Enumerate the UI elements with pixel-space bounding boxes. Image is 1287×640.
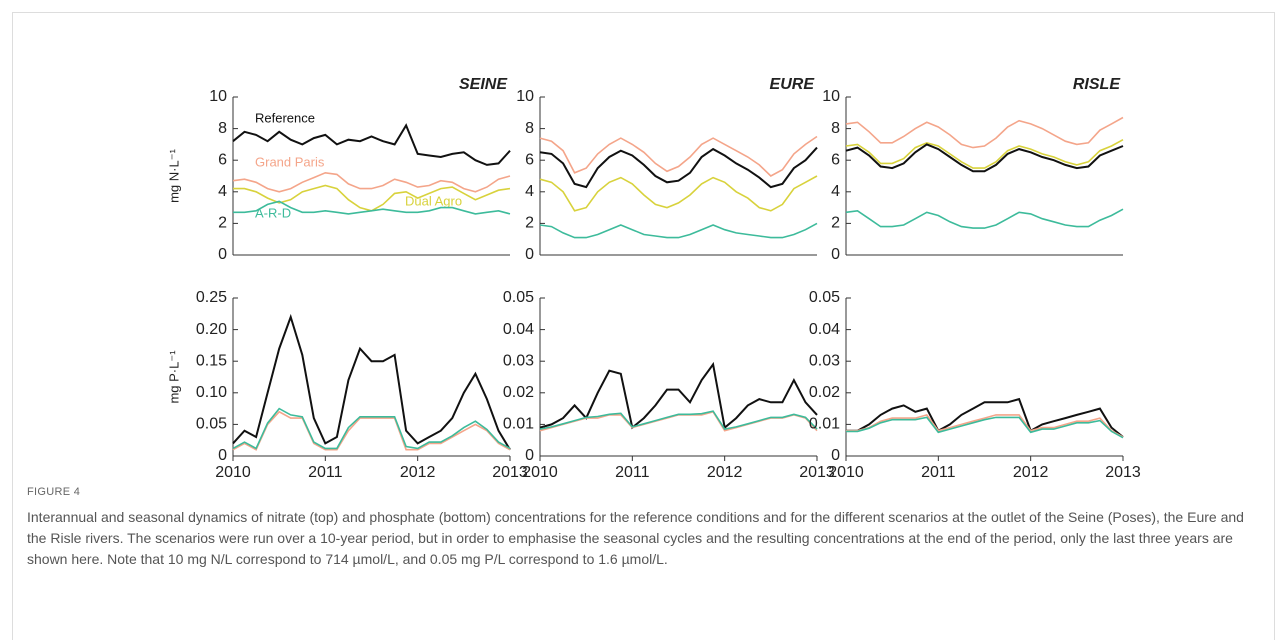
x-tick-label: 2010 (215, 464, 251, 480)
y-tick-label: 8 (831, 120, 840, 137)
series-line (539, 410, 818, 430)
y-tick-label: 6 (831, 151, 840, 168)
y-tick-label: 6 (525, 151, 534, 168)
figure-label: FIGURE 4 (27, 486, 81, 498)
x-tick-label: 2010 (828, 464, 864, 480)
panel-title: EURE (770, 76, 816, 93)
series-line (232, 171, 511, 193)
series-line (233, 200, 511, 215)
series-line (539, 175, 818, 212)
x-tick-label: 2013 (1105, 464, 1141, 480)
y-tick-label: 0.03 (503, 352, 534, 369)
y-tick-label: 0.15 (196, 352, 227, 369)
y-tick-label: 0.02 (503, 384, 534, 401)
y-tick-label: 10 (822, 88, 840, 105)
y-tick-label: 0 (831, 246, 840, 263)
series-line (539, 146, 818, 189)
y-axis-label: mg N·L⁻¹ (166, 148, 181, 202)
series-line (539, 135, 818, 177)
series-line (845, 116, 1124, 149)
y-tick-label: 0.20 (196, 321, 227, 338)
figure-frame (12, 12, 1275, 640)
y-tick-label: 0.04 (809, 321, 840, 338)
series-line (846, 397, 1124, 438)
x-tick-label: 2013 (492, 464, 528, 480)
panel-title: RISLE (1073, 76, 1121, 93)
figure-caption: Interannual and seasonal dynamics of nit… (27, 509, 1244, 567)
y-tick-label: 0.05 (503, 289, 534, 306)
y-tick-label: 6 (218, 151, 227, 168)
y-tick-label: 4 (525, 183, 534, 200)
y-tick-label: 4 (218, 183, 227, 200)
series-label: Reference (255, 110, 315, 125)
x-tick-label: 2011 (308, 464, 343, 480)
y-tick-label: 0.01 (809, 416, 840, 433)
y-axis-label: mg P·L⁻¹ (166, 350, 181, 404)
series-line (232, 410, 511, 451)
series-line (845, 208, 1124, 229)
y-tick-label: 0 (525, 447, 534, 464)
y-tick-label: 8 (525, 120, 534, 137)
series-line (845, 143, 1124, 173)
series-line (845, 138, 1124, 169)
y-tick-label: 8 (218, 120, 227, 137)
y-tick-label: 0 (218, 246, 227, 263)
series-label: Dual Agro (405, 193, 462, 208)
panel-title: SEINE (459, 76, 508, 93)
y-tick-label: 0.01 (503, 416, 534, 433)
series-label: A-R-D (255, 205, 291, 220)
y-tick-label: 0.25 (196, 289, 227, 306)
x-tick-label: 2011 (615, 464, 650, 480)
y-tick-label: 2 (218, 215, 227, 232)
y-tick-label: 4 (831, 183, 840, 200)
y-tick-label: 0.05 (196, 416, 227, 433)
series-line (846, 413, 1124, 438)
y-tick-label: 10 (209, 88, 227, 105)
x-tick-label: 2012 (1013, 464, 1049, 480)
y-tick-label: 0 (831, 447, 840, 464)
series-line (232, 407, 511, 450)
series-line (539, 222, 818, 239)
y-tick-label: 0.02 (809, 384, 840, 401)
y-tick-label: 0.10 (196, 384, 227, 401)
x-tick-label: 2011 (921, 464, 956, 480)
x-tick-label: 2013 (799, 464, 835, 480)
x-tick-label: 2010 (522, 464, 558, 480)
y-tick-label: 0.04 (503, 321, 534, 338)
x-tick-label: 2012 (400, 464, 436, 480)
series-label: Grand Paris (255, 154, 325, 169)
y-tick-label: 0.05 (809, 289, 840, 306)
series-line (232, 313, 511, 451)
series-line (846, 416, 1124, 439)
y-tick-label: 10 (516, 88, 534, 105)
y-tick-label: 2 (831, 215, 840, 232)
y-tick-label: 0 (218, 447, 227, 464)
y-tick-label: 0.03 (809, 352, 840, 369)
series-line (232, 123, 511, 166)
x-tick-label: 2012 (707, 464, 743, 480)
y-tick-label: 2 (525, 215, 534, 232)
y-tick-label: 0 (525, 246, 534, 263)
figure-charts: 0 2 4 6 8 10 SEINE mg N·L⁻¹ Reference Grand Paris… (166, 76, 1141, 480)
